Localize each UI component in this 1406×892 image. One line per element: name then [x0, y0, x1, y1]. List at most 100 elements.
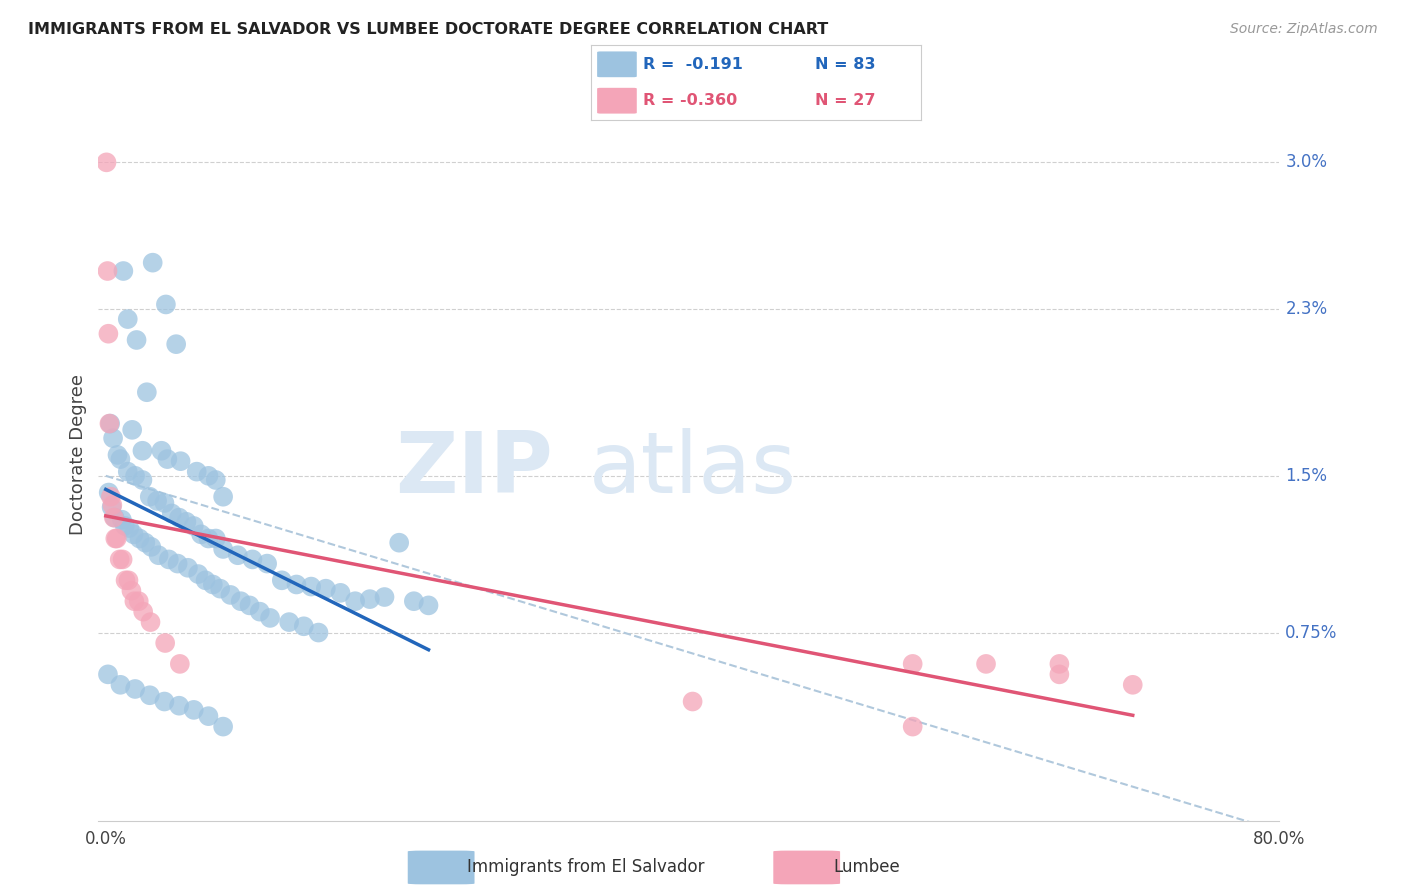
Point [131, 473, 153, 487]
Text: N = 27: N = 27 [815, 93, 876, 108]
Text: atlas: atlas [589, 428, 797, 511]
Point [107, 448, 129, 462]
Point [278, 615, 301, 629]
Point [1122, 678, 1144, 692]
Point [132, 605, 155, 619]
Point [108, 552, 131, 566]
Point [114, 574, 136, 588]
Point [212, 490, 235, 504]
FancyBboxPatch shape [408, 851, 475, 884]
Point [101, 431, 124, 445]
Point [229, 594, 252, 608]
Point [194, 574, 217, 588]
Text: Lumbee: Lumbee [832, 858, 900, 877]
Point [105, 532, 128, 546]
FancyBboxPatch shape [773, 851, 841, 884]
Point [259, 611, 281, 625]
Point [242, 552, 264, 566]
Point [359, 592, 381, 607]
Point [118, 521, 141, 535]
Point [201, 577, 224, 591]
Point [117, 574, 139, 588]
Point [204, 473, 226, 487]
Point [156, 452, 179, 467]
Point [901, 720, 924, 734]
Point [96, 155, 118, 169]
Text: Source: ZipAtlas.com: Source: ZipAtlas.com [1230, 22, 1378, 37]
Point [122, 527, 145, 541]
Point [124, 468, 146, 483]
Text: 1.5%: 1.5% [1285, 467, 1327, 485]
Point [128, 594, 150, 608]
Point [110, 678, 132, 692]
Point [197, 532, 219, 546]
Point [139, 688, 162, 702]
Point [134, 535, 156, 549]
Point [167, 698, 190, 713]
Point [285, 577, 308, 591]
Point [256, 557, 278, 571]
Point [98, 417, 121, 431]
Text: N = 83: N = 83 [815, 57, 876, 72]
Point [148, 548, 170, 562]
Point [197, 468, 219, 483]
Point [176, 515, 198, 529]
Point [212, 720, 235, 734]
FancyBboxPatch shape [598, 87, 637, 113]
Point [146, 494, 169, 508]
Point [226, 548, 249, 562]
Point [160, 507, 183, 521]
Text: IMMIGRANTS FROM EL SALVADOR VS LUMBEE DOCTORATE DEGREE CORRELATION CHART: IMMIGRANTS FROM EL SALVADOR VS LUMBEE DO… [28, 22, 828, 37]
Point [121, 423, 143, 437]
Text: R =  -0.191: R = -0.191 [644, 57, 744, 72]
Point [142, 255, 165, 269]
Point [344, 594, 367, 608]
Point [219, 588, 242, 602]
Point [153, 496, 176, 510]
Point [110, 452, 132, 467]
Point [124, 681, 146, 696]
Point [111, 552, 134, 566]
Point [157, 552, 180, 566]
Point [177, 561, 200, 575]
Point [141, 540, 163, 554]
Point [97, 485, 120, 500]
Point [169, 454, 191, 468]
Point [135, 385, 157, 400]
Point [183, 703, 205, 717]
Point [103, 510, 125, 524]
Point [315, 582, 337, 596]
Point [187, 567, 209, 582]
Point [373, 590, 395, 604]
Point [117, 312, 139, 326]
Point [292, 619, 315, 633]
Point [139, 615, 162, 629]
Point [150, 443, 173, 458]
Point [1047, 657, 1070, 671]
Point [682, 694, 704, 708]
Point [97, 326, 120, 341]
Point [402, 594, 425, 608]
Point [1047, 667, 1070, 681]
Point [114, 519, 136, 533]
Point [299, 580, 322, 594]
Point [204, 532, 226, 546]
Point [97, 667, 120, 681]
Text: 3.0%: 3.0% [1285, 153, 1327, 171]
Point [155, 297, 177, 311]
Point [183, 519, 205, 533]
Point [418, 599, 440, 613]
Point [112, 264, 135, 278]
Point [209, 582, 232, 596]
Point [131, 443, 153, 458]
Point [270, 574, 292, 588]
Point [197, 709, 219, 723]
Point [901, 657, 924, 671]
Point [128, 532, 150, 546]
Point [117, 465, 139, 479]
Point [308, 625, 330, 640]
Point [103, 510, 125, 524]
Point [96, 264, 118, 278]
Y-axis label: Doctorate Degree: Doctorate Degree [69, 375, 87, 535]
Text: 0.75%: 0.75% [1285, 624, 1337, 641]
